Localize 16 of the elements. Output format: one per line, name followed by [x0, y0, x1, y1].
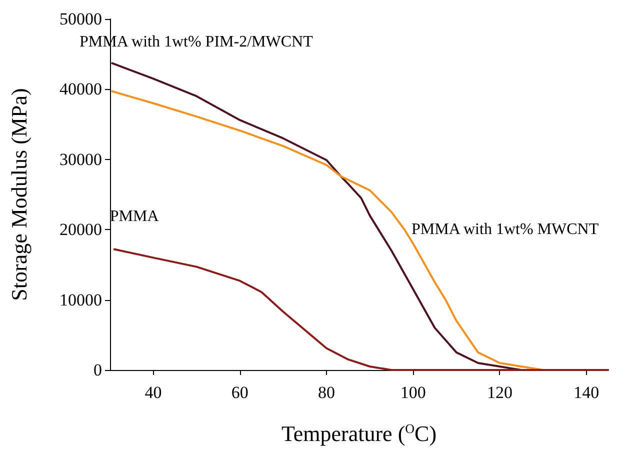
- y-tick-label: 0: [94, 360, 102, 380]
- y-axis-title: Storage Modulus (MPa): [6, 88, 32, 301]
- y-tick-label: 10000: [60, 290, 102, 310]
- x-tick-label: 140: [574, 383, 600, 402]
- x-tick-label: 60: [231, 383, 248, 402]
- y-tick-label: 40000: [60, 80, 102, 99]
- series-label: PMMA with 1wt% MWCNT: [411, 221, 599, 238]
- line-series: [113, 248, 609, 371]
- y-tick-label: 30000: [60, 150, 102, 169]
- series-label: PMMA: [110, 208, 160, 225]
- y-tick-label: 50000: [60, 10, 102, 28]
- x-tick-label: 80: [318, 383, 336, 402]
- x-tick-label: 100: [400, 383, 426, 402]
- y-tick-label: 20000: [60, 220, 102, 240]
- x-tick-label: 120: [486, 383, 512, 402]
- x-tick-label: 40: [144, 383, 162, 402]
